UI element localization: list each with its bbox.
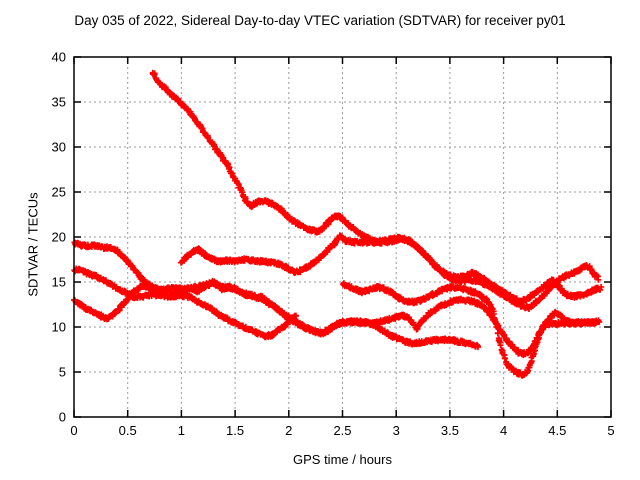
y-tick-label: 30 bbox=[52, 140, 66, 155]
x-tick-label: 2.5 bbox=[333, 423, 351, 438]
x-tick-label: 0.5 bbox=[119, 423, 137, 438]
x-tick-label: 5 bbox=[607, 423, 614, 438]
x-tick-label: 4 bbox=[500, 423, 507, 438]
y-tick-label: 5 bbox=[59, 365, 66, 380]
series-trace-6 bbox=[340, 280, 600, 379]
y-tick-label: 40 bbox=[52, 50, 66, 65]
x-tick-label: 4.5 bbox=[548, 423, 566, 438]
y-tick-label: 25 bbox=[52, 185, 66, 200]
y-tick-label: 20 bbox=[52, 230, 66, 245]
series-trace-3 bbox=[71, 277, 603, 359]
chart-title: Day 035 of 2022, Sidereal Day-to-day VTE… bbox=[74, 13, 566, 28]
series-trace-5 bbox=[178, 232, 605, 306]
series-trace-4 bbox=[149, 69, 602, 312]
y-tick-label: 0 bbox=[59, 410, 66, 425]
y-tick-label: 35 bbox=[52, 95, 66, 110]
x-axis-label: GPS time / hours bbox=[293, 452, 392, 467]
y-tick-label: 15 bbox=[52, 275, 66, 290]
x-tick-label: 0 bbox=[70, 423, 77, 438]
x-tick-label: 3.5 bbox=[441, 423, 459, 438]
x-tick-label: 1 bbox=[178, 423, 185, 438]
x-tick-label: 2 bbox=[285, 423, 292, 438]
x-tick-label: 1.5 bbox=[226, 423, 244, 438]
y-axis-label: SDTVAR / TECUs bbox=[25, 192, 41, 297]
y-tick-label: 10 bbox=[52, 320, 66, 335]
x-tick-label: 3 bbox=[393, 423, 400, 438]
